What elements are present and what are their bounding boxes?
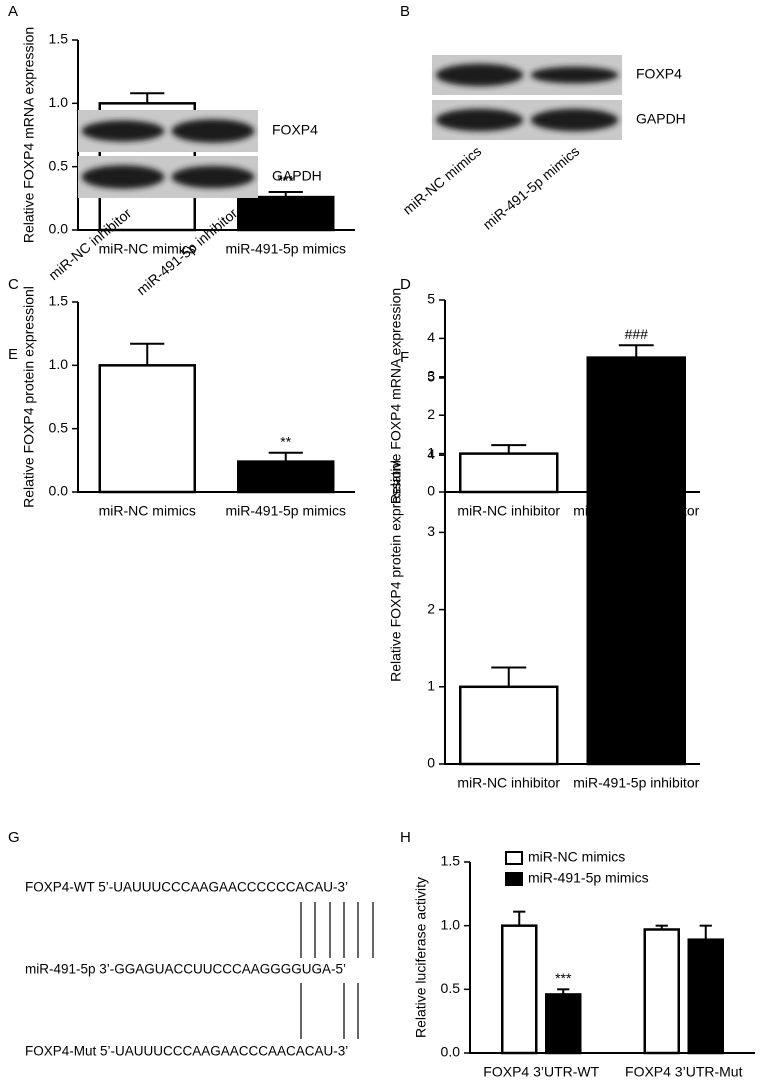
- y-tick-label: 0.5: [49, 419, 69, 435]
- bar: [459, 452, 559, 494]
- panel-letter: F: [400, 349, 409, 366]
- y-tick-label: 2: [427, 600, 435, 616]
- blot-band: [81, 120, 165, 142]
- y-tick-label: 3: [427, 368, 435, 384]
- y-tick-label: 1.0: [441, 916, 461, 932]
- panel-letter: B: [400, 3, 410, 20]
- bar: [501, 924, 538, 1055]
- bar: [459, 685, 559, 766]
- blot-band: [530, 108, 619, 132]
- y-tick-label: 0.5: [49, 157, 69, 173]
- y-tick-label: 3: [427, 523, 435, 539]
- y-tick-label: 2: [427, 406, 435, 422]
- y-tick-label: 1.5: [49, 293, 69, 309]
- bar: [687, 938, 724, 1055]
- y-tick-label: 0: [427, 483, 435, 499]
- panel-letter: D: [400, 276, 411, 293]
- blot-band: [435, 63, 524, 87]
- significance-label: ***: [278, 173, 295, 189]
- significance-label: **: [280, 433, 291, 449]
- x-tick-label: miR-491-5p mimics: [225, 503, 346, 519]
- bar: [545, 993, 582, 1055]
- bar: [237, 195, 335, 232]
- x-tick-label: FOXP4 3’UTR-WT: [483, 1064, 599, 1080]
- y-tick-label: 0.0: [49, 483, 69, 499]
- y-axis-label: Relative luciferase activity: [413, 877, 429, 1038]
- blot-band: [171, 119, 255, 143]
- y-tick-label: 1.0: [49, 356, 69, 372]
- panel-letter: A: [8, 3, 18, 20]
- y-axis-label: Relative FOXP4 mRNA expression: [388, 288, 404, 504]
- y-tick-label: 5: [427, 291, 435, 307]
- protein-label: GAPDH: [272, 168, 322, 184]
- legend-swatch: [505, 872, 523, 886]
- significance-label: ##: [628, 390, 644, 406]
- bar: [586, 453, 686, 766]
- pairing-lines: [300, 902, 374, 1039]
- y-tick-label: 5: [427, 369, 435, 385]
- y-axis-label: Relative FOXP4 mRNA expression: [21, 27, 37, 243]
- y-tick-label: 4: [427, 329, 435, 345]
- x-tick-label: FOXP4 3’UTR-Mut: [625, 1064, 743, 1080]
- y-tick-label: 1: [427, 444, 435, 460]
- lane-label: miR-NC mimics: [400, 143, 485, 218]
- blot-band: [435, 108, 524, 132]
- panel-letter: H: [400, 829, 411, 846]
- sequence: FOXP4-WT 5’-UAUUUCCCAAGAACCCCCCACAU-3’: [25, 880, 348, 895]
- y-tick-label: 0.0: [49, 221, 69, 237]
- panel-letter: C: [8, 276, 19, 293]
- y-tick-label: 0.5: [441, 980, 461, 996]
- legend-label: miR-NC mimics: [528, 849, 625, 865]
- protein-label: GAPDH: [636, 111, 686, 127]
- bar: [643, 928, 680, 1055]
- significance-label: ***: [555, 970, 572, 986]
- x-tick-label: miR-491-5p inhibitor: [573, 775, 699, 791]
- y-tick-label: 1: [427, 678, 435, 694]
- sequence: FOXP4-Mut 5’-UAUUUCCCAAGAACCCAACACAU-3’: [25, 1044, 348, 1059]
- y-axis-label: Relative FOXP4 protein expressionl: [388, 460, 404, 682]
- protein-label: FOXP4: [272, 122, 318, 138]
- protein-label: FOXP4: [636, 66, 682, 82]
- x-tick-label: miR-NC inhibitor: [457, 775, 560, 791]
- blot-band: [530, 66, 619, 84]
- panel-letter: G: [8, 829, 20, 846]
- y-tick-label: 1.0: [49, 94, 69, 110]
- legend-swatch: [505, 851, 523, 865]
- significance-label: ###: [625, 326, 649, 342]
- sequence: miR-491-5p 3’-GGAGUACCUUCCCAAGGGGUGA-5’: [25, 962, 346, 977]
- y-axis-label: Relative FOXP4 protein expressionl: [21, 286, 37, 508]
- x-tick-label: miR-NC mimics: [99, 503, 196, 519]
- panel-letter: E: [8, 346, 18, 363]
- legend-label: miR-491-5p mimics: [528, 870, 649, 886]
- bar: [98, 364, 196, 494]
- y-tick-label: 1.5: [441, 853, 461, 869]
- y-tick-label: 4: [427, 446, 435, 462]
- x-tick-label: miR-491-5p mimics: [225, 241, 346, 257]
- lane-label: miR-491-5p mimics: [480, 143, 583, 233]
- y-tick-label: 0.0: [441, 1044, 461, 1060]
- blot-band: [81, 165, 165, 189]
- y-tick-label: 0: [427, 755, 435, 771]
- y-tick-label: 1.5: [49, 31, 69, 47]
- x-tick-label: miR-NC inhibitor: [457, 503, 560, 519]
- x-tick-label: miR-NC mimics: [99, 241, 196, 257]
- blot-band: [171, 165, 255, 189]
- bar: [237, 460, 335, 494]
